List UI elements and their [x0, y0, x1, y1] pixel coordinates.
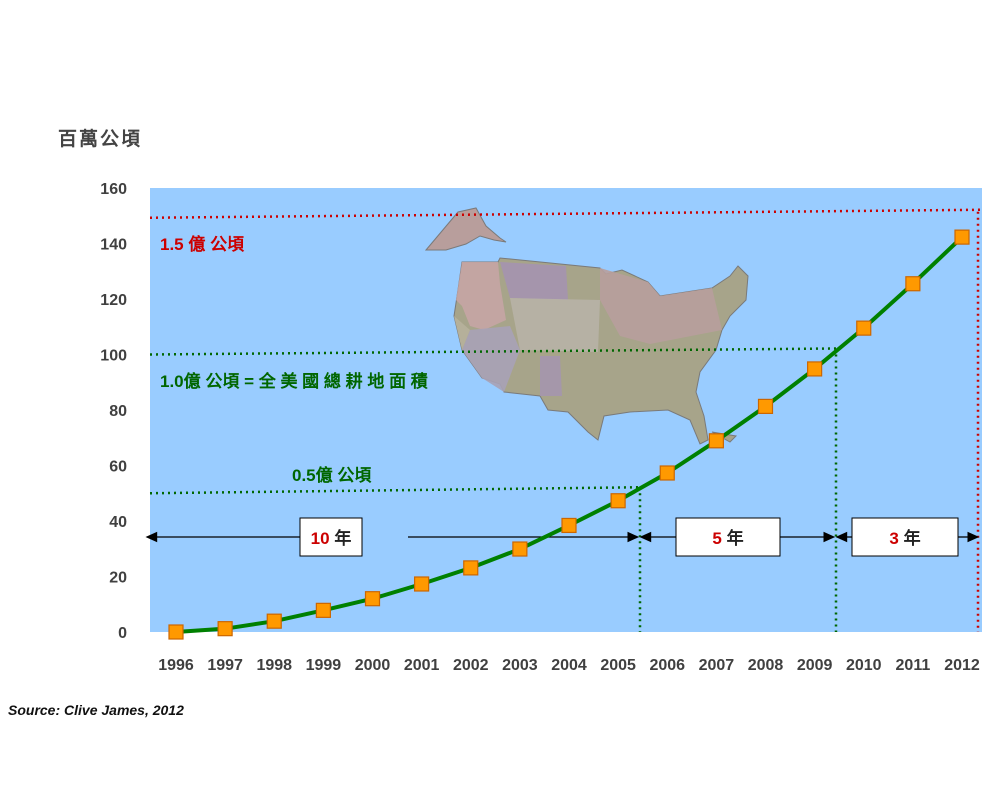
y-tick-label: 100: [100, 348, 127, 365]
data-point: [807, 361, 823, 377]
reference-line-label: 0.5億 公頃: [292, 465, 372, 485]
reference-line: [149, 486, 641, 495]
y-tick-label: 80: [109, 403, 127, 420]
x-tick-label: 2003: [502, 657, 538, 674]
data-point: [757, 398, 774, 414]
interval-label: 3 年: [889, 528, 920, 548]
data-point: [266, 613, 282, 629]
x-tick-label: 2004: [551, 657, 587, 674]
data-point: [954, 229, 970, 245]
data-point: [364, 591, 381, 607]
y-tick-label: 120: [100, 292, 127, 309]
reference-line: [149, 347, 837, 356]
x-tick-label: 1997: [207, 657, 243, 674]
x-tick-label: 2012: [944, 657, 980, 674]
reference-line-label: 1.5 億 公頃: [160, 234, 245, 254]
x-tick-label: 2009: [797, 657, 833, 674]
x-tick-label: 2006: [649, 657, 685, 674]
x-tick-label: 2002: [453, 657, 489, 674]
data-point: [708, 433, 724, 449]
x-tick-label: 1998: [256, 657, 292, 674]
data-point: [561, 517, 577, 534]
y-tick-label: 160: [100, 181, 127, 198]
data-point: [217, 621, 233, 637]
y-tick-label: 20: [109, 570, 127, 587]
y-tick-label: 40: [109, 514, 127, 531]
data-point: [315, 602, 331, 618]
data-point: [414, 576, 430, 592]
x-tick-label: 2001: [404, 657, 440, 674]
interval-label: 5 年: [712, 528, 743, 548]
reference-line: [149, 208, 983, 219]
x-tick-label: 2011: [896, 657, 931, 674]
data-point: [168, 624, 184, 640]
data-point: [610, 493, 626, 509]
x-tick-label: 2005: [600, 657, 636, 674]
data-point: [905, 276, 921, 292]
source-note: Source: Clive James, 2012: [8, 702, 184, 718]
reference-line-label: 1.0億 公頃 = 全 美 國 總 耕 地 面 積: [160, 371, 429, 391]
y-tick-label: 60: [109, 459, 127, 476]
data-point: [512, 541, 528, 557]
y-axis-label: 百萬公頃: [58, 128, 143, 150]
x-tick-label: 1996: [158, 657, 194, 674]
interval-label: 10 年: [311, 528, 352, 548]
x-tick-label: 2008: [748, 657, 784, 674]
x-tick-label: 1999: [306, 657, 342, 674]
y-tick-label: 0: [118, 625, 127, 642]
y-tick-label: 140: [100, 237, 127, 254]
x-tick-label: 2010: [846, 657, 882, 674]
interval-box: [675, 517, 781, 557]
x-tick-label: 2007: [699, 657, 735, 674]
data-point: [856, 320, 872, 336]
x-tick-label: 2000: [355, 657, 391, 674]
data-point: [463, 560, 479, 576]
interval-box: [851, 517, 959, 557]
data-point: [659, 465, 675, 481]
chart: 1.5 億 公頃 1.0億 公頃 = 全 美 國 總 耕 地 面 積 0.5億 公頃…: [100, 181, 983, 674]
interval-box: [299, 517, 363, 557]
